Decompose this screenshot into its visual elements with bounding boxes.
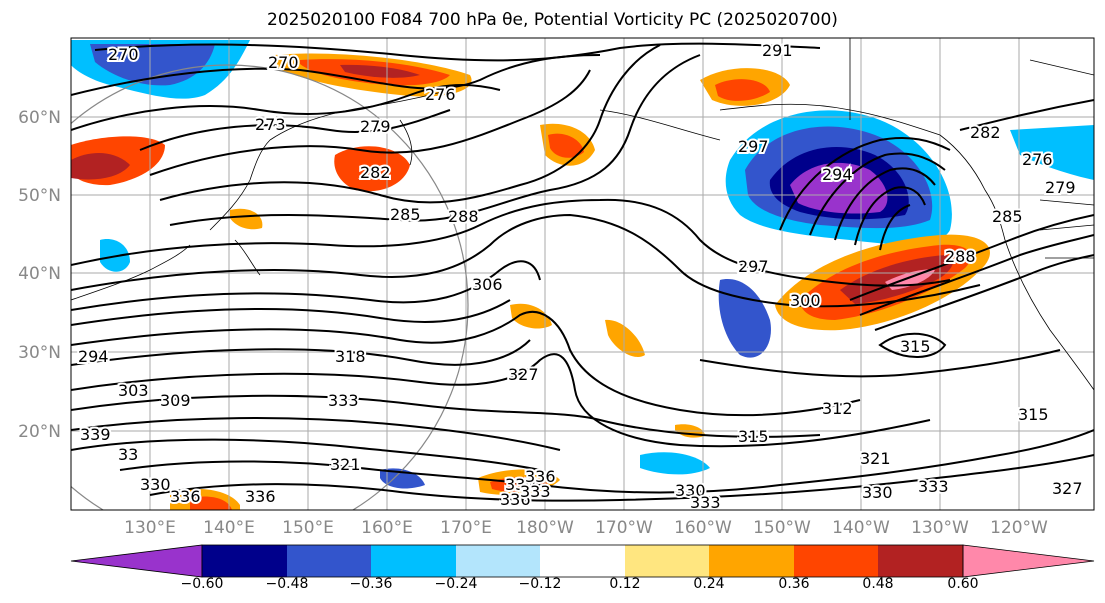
contour-label: 339 — [80, 425, 111, 444]
contour-label: 294 — [822, 165, 853, 184]
colorbar-tick-label: 0.36 — [778, 576, 809, 592]
contour-label: 336 — [245, 487, 276, 506]
contour-label: 288 — [945, 247, 976, 266]
colorbar-segment — [287, 545, 371, 577]
contour-label: 315 — [1018, 405, 1049, 424]
lon-tick-label: 180°W — [516, 518, 574, 538]
lon-tick-label: 140°W — [832, 518, 890, 538]
contour-label: 312 — [822, 399, 853, 418]
contour-label: 303 — [118, 381, 149, 400]
contour-label: 333 — [328, 391, 359, 410]
contour-label: 276 — [1022, 150, 1053, 169]
lat-tick-label: 30°N — [18, 343, 61, 363]
lat-tick-label: 20°N — [18, 422, 61, 442]
contour-label: 33 — [118, 445, 138, 464]
contour-label: 279 — [1045, 178, 1076, 197]
contour-label: 288 — [448, 207, 479, 226]
chart-title: 2025020100 F084 700 hPa θe, Potential Vo… — [267, 10, 838, 30]
lon-tick-label: 120°W — [990, 518, 1048, 538]
colorbar-segment — [878, 545, 963, 577]
lat-tick-label: 40°N — [18, 264, 61, 284]
map-frame — [70, 37, 1095, 511]
contour-label: 321 — [330, 455, 361, 474]
lat-axis: 60°N 50°N 40°N 30°N 20°N — [18, 108, 61, 442]
colorbar-tick-label: −0.60 — [181, 576, 224, 592]
colorbar-segment — [202, 545, 287, 577]
contour-label: 270 — [108, 45, 139, 64]
lon-tick-label: 160°E — [361, 518, 413, 538]
colorbar-ticks: −0.60 −0.48 −0.36 −0.24 −0.12 0.12 0.24 … — [181, 576, 979, 592]
contour-label: 330 — [862, 483, 893, 502]
lon-axis: 130°E 140°E 150°E 160°E 170°E 180°W 170°… — [124, 518, 1048, 538]
contour-label: 315 — [738, 427, 769, 446]
contour-label: 291 — [762, 41, 793, 60]
contour-label: 315 — [900, 337, 931, 356]
colorbar-tick-label: 0.48 — [862, 576, 893, 592]
colorbar-tick-label: −0.48 — [266, 576, 309, 592]
lon-tick-label: 130°E — [124, 518, 176, 538]
colorbar-tick-label: −0.36 — [350, 576, 393, 592]
colorbar — [70, 544, 1095, 578]
contour-label: 282 — [970, 123, 1001, 142]
contour-label: 309 — [160, 391, 191, 410]
lon-tick-label: 150°W — [753, 518, 811, 538]
colorbar-tick-label: 0.60 — [947, 576, 978, 592]
lon-tick-label: 140°E — [203, 518, 255, 538]
contour-label: 300 — [790, 291, 821, 310]
colorbar-segment — [456, 545, 540, 577]
colorbar-tick-label: −0.12 — [519, 576, 562, 592]
contour-label: 330 — [140, 475, 171, 494]
contour-label: 333 — [690, 493, 721, 512]
lon-tick-label: 160°W — [674, 518, 732, 538]
contour-label: 333 — [520, 482, 551, 501]
contour-label: 294 — [78, 347, 109, 366]
contour-labels: 270 270 276 273 279 282 285 288 291 297 … — [76, 39, 1085, 512]
range-ring — [71, 64, 469, 510]
contour-label: 330 — [505, 475, 536, 494]
colorbar-segment — [625, 545, 709, 577]
contour-label: 318 — [335, 347, 366, 366]
contour-label: 333 — [918, 477, 949, 496]
contour-label: 282 — [360, 163, 391, 182]
contour-label: 321 — [860, 449, 891, 468]
colorbar-extend-low — [70, 544, 203, 578]
contour-label: 273 — [255, 115, 286, 134]
colorbar-tick-label: −0.24 — [435, 576, 478, 592]
contour-label: 276 — [425, 85, 456, 104]
colorbar-segment — [794, 545, 878, 577]
contour-label: 279 — [360, 117, 391, 136]
contour-label: 336 — [525, 467, 556, 486]
contour-label: 336 — [500, 490, 531, 509]
lat-tick-label: 60°N — [18, 108, 61, 128]
contour-label: 297 — [738, 137, 769, 156]
lon-tick-label: 170°W — [595, 518, 653, 538]
colorbar-segment — [709, 545, 794, 577]
colorbar-segment — [540, 545, 625, 577]
contour-label: 285 — [390, 205, 421, 224]
contour-label: 285 — [992, 207, 1023, 226]
colorbar-tick-label: 0.12 — [609, 576, 640, 592]
contour-label: 327 — [1052, 479, 1083, 498]
contour-label: 330 — [675, 481, 706, 500]
contour-label: 336 — [170, 487, 201, 506]
contour-label: 270 — [268, 53, 299, 72]
colorbar-tick-label: 0.24 — [693, 576, 724, 592]
contour-label: 306 — [472, 275, 503, 294]
colorbar-extend-high — [962, 544, 1095, 578]
lon-tick-label: 150°E — [282, 518, 334, 538]
contour-label: 327 — [508, 365, 539, 384]
contour-label: 297 — [738, 257, 769, 276]
theta-e-contours — [71, 42, 1094, 502]
lon-tick-label: 130°W — [911, 518, 969, 538]
colorbar-outline — [201, 544, 964, 578]
lon-tick-label: 170°E — [440, 518, 492, 538]
lat-tick-label: 50°N — [18, 186, 61, 206]
colorbar-segment — [371, 545, 456, 577]
coastlines — [71, 38, 1094, 391]
